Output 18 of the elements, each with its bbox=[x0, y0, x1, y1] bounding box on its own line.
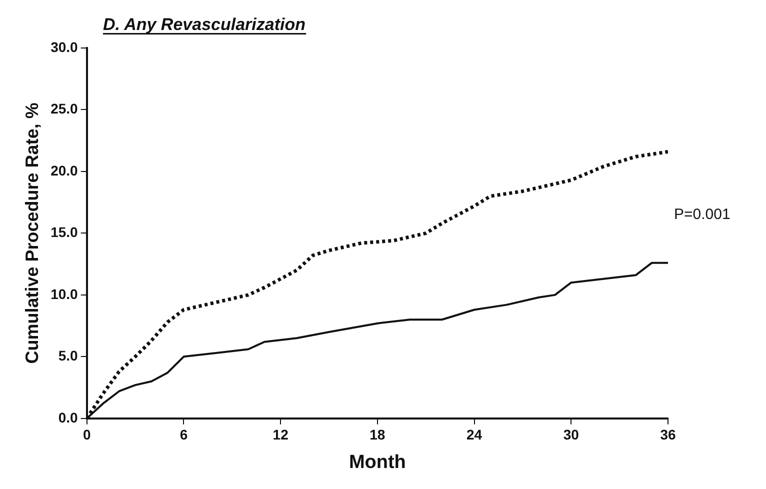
x-tick-label: 30 bbox=[563, 426, 580, 443]
y-tick-label: 10.0 bbox=[50, 286, 78, 302]
x-tick-label: 36 bbox=[660, 426, 676, 443]
y-tick-label: 15.0 bbox=[50, 224, 78, 240]
text: P=0.001 bbox=[674, 206, 730, 223]
x-tick-label: 0 bbox=[82, 426, 91, 443]
x-axis-title: Month bbox=[348, 452, 406, 473]
y-tick-label: 0.0 bbox=[58, 409, 78, 426]
y-tick-label: 20.0 bbox=[50, 162, 78, 178]
x-tick-label: 18 bbox=[370, 426, 386, 443]
y-axis-title: Cumulative Procedure Rate, % bbox=[22, 102, 42, 364]
x-tick-label: 6 bbox=[180, 426, 188, 443]
y-tick-label: 5.0 bbox=[58, 348, 78, 364]
y-tick-label: 25.0 bbox=[50, 100, 78, 117]
chart-title: D. Any Revascularization bbox=[103, 15, 306, 34]
x-tick-label: 12 bbox=[272, 426, 289, 443]
x-tick-label: 24 bbox=[466, 426, 482, 443]
y-tick-label: 30.0 bbox=[50, 38, 78, 55]
